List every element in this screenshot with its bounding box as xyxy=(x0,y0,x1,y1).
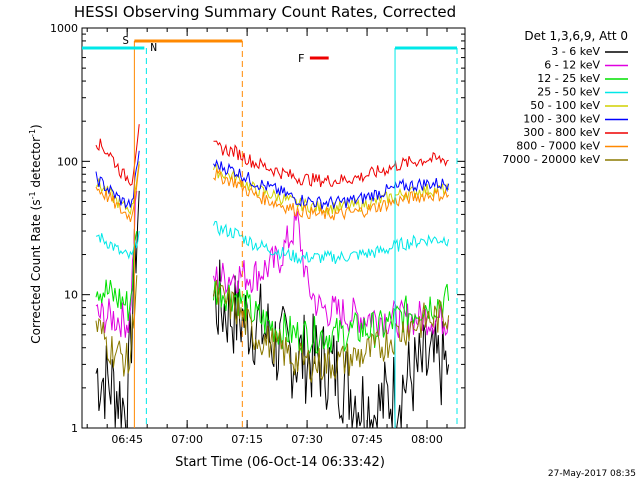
timestamp: 27-May-2017 08:35 xyxy=(548,469,636,479)
y-axis-label: Corrected Count Rate (s-1 detector-1) xyxy=(28,124,43,343)
x-tick-label: 07:15 xyxy=(231,433,263,446)
flag-s-label: S xyxy=(122,34,129,47)
flag-f-label: F xyxy=(298,52,305,65)
legend-header: Det 1,3,6,9, Att 0 xyxy=(524,29,628,43)
legend-label: 800 - 7000 keV xyxy=(516,140,600,153)
chart-title: HESSI Observing Summary Count Rates, Cor… xyxy=(74,3,456,21)
series-line xyxy=(96,164,139,222)
x-tick-label: 08:00 xyxy=(411,433,443,446)
y-tick-label: 1 xyxy=(71,422,78,435)
legend-label: 100 - 300 keV xyxy=(523,113,600,126)
series-line xyxy=(96,191,139,428)
series-line xyxy=(214,161,449,210)
y-tick-label: 1000 xyxy=(50,22,78,35)
legend-label: 6 - 12 keV xyxy=(544,59,600,72)
series-line xyxy=(214,211,449,337)
x-tick-label: 07:00 xyxy=(171,433,203,446)
legend-label: 7000 - 20000 keV xyxy=(502,153,600,166)
flag-n-label: N xyxy=(150,41,157,54)
legend-label: 50 - 100 keV xyxy=(530,99,600,112)
x-tick-label: 07:30 xyxy=(291,433,323,446)
legend-label: 300 - 800 keV xyxy=(523,126,600,139)
series-line xyxy=(96,124,139,185)
legend-label: 25 - 50 keV xyxy=(537,86,600,99)
chart: HESSI Observing Summary Count Rates, Cor… xyxy=(0,0,640,480)
series-line xyxy=(96,161,139,214)
x-axis-label: Start Time (06-Oct-14 06:33:42) xyxy=(175,455,385,470)
y-tick-label: 100 xyxy=(57,155,78,168)
y-tick-label: 10 xyxy=(64,289,78,302)
series-line xyxy=(214,141,449,187)
x-tick-label: 06:45 xyxy=(111,433,143,446)
data-series xyxy=(96,124,449,428)
x-tick-label: 07:45 xyxy=(351,433,383,446)
series-line xyxy=(214,221,449,263)
series-line xyxy=(96,231,139,258)
legend-label: 3 - 6 keV xyxy=(551,45,600,58)
flags: S N F xyxy=(82,34,457,428)
legend-label: 12 - 25 keV xyxy=(537,72,600,85)
